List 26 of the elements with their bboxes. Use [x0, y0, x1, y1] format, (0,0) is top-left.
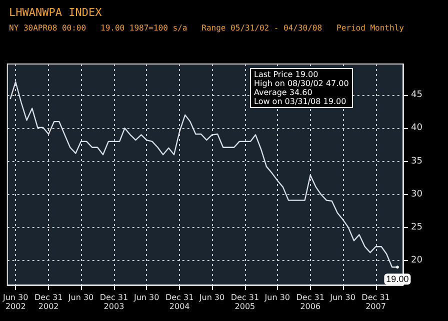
y-tick-label: 45	[411, 90, 422, 100]
x-tick-label: Dec 31 2004	[165, 293, 194, 311]
x-tick-label: Jun 30	[67, 293, 94, 302]
x-tick-label: Jun 30	[198, 293, 225, 302]
x-tick-label: Jun 30 2002	[2, 293, 28, 311]
line-series	[10, 81, 399, 269]
annotation: High on 08/30/02 47.00	[254, 79, 349, 88]
annotation: Low on 03/31/08 19.00	[254, 97, 348, 106]
y-tick-label: 40	[411, 123, 423, 134]
x-tick-label: Dec 31 2002	[34, 293, 63, 311]
x-tick-label: Jun 30	[329, 293, 356, 302]
x-tick-label: Dec 31 2003	[100, 293, 128, 311]
annotation: Average 34.60	[254, 88, 314, 97]
x-tick-label: Dec 31 2005	[230, 293, 260, 311]
x-tick-label: Jun 30	[132, 293, 160, 302]
y-tick-label: 20	[411, 256, 423, 266]
annotation: Last Price 19.00	[254, 70, 320, 79]
chart-title: LHWANWPA INDEX	[9, 6, 102, 19]
annotation: 19.00	[386, 274, 409, 284]
y-tick-label: 35	[411, 156, 422, 166]
x-tick-label: Jun 30	[264, 293, 290, 302]
x-tick-label: Dec 31 2007	[362, 293, 390, 311]
chart-subtitle: NY 30APR08 00:00 19.00 1987=100 s/a Range 05/31/02 - 04/30/08 Period Monthly	[9, 24, 404, 32]
x-tick-label: Dec 31 2006	[296, 293, 324, 311]
y-tick-label: 30	[411, 189, 423, 200]
y-tick-label: 25	[411, 222, 422, 232]
